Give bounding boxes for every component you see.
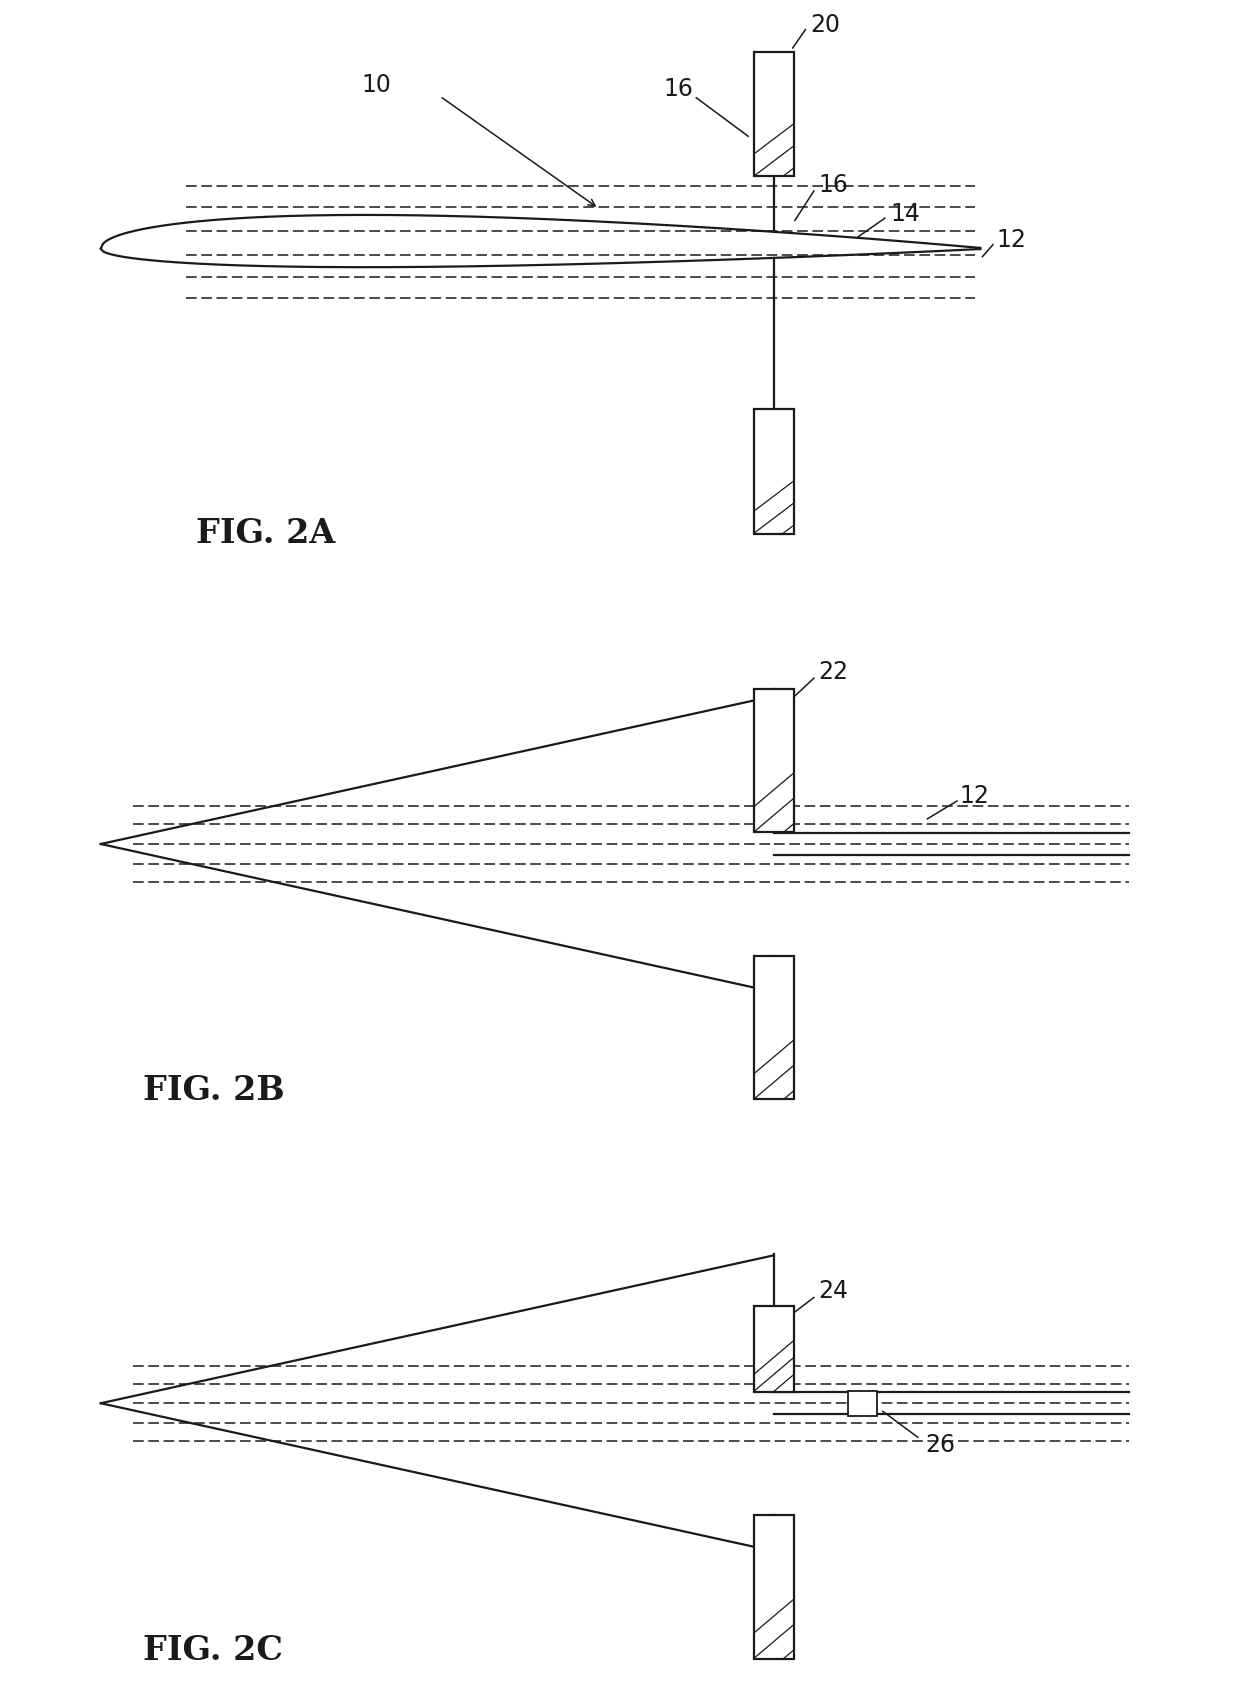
Text: 26: 26 bbox=[925, 1432, 955, 1456]
Bar bbox=[754, 410, 794, 534]
Polygon shape bbox=[100, 216, 981, 269]
Text: FIG. 2C: FIG. 2C bbox=[143, 1633, 283, 1665]
Bar bbox=[754, 1515, 794, 1659]
Bar bbox=[754, 1307, 794, 1392]
Bar bbox=[754, 689, 794, 833]
Bar bbox=[754, 52, 794, 177]
Text: 12: 12 bbox=[959, 784, 990, 807]
Bar bbox=[848, 1390, 878, 1415]
Text: 20: 20 bbox=[811, 14, 841, 37]
Text: FIG. 2B: FIG. 2B bbox=[143, 1074, 285, 1106]
Text: 12: 12 bbox=[996, 228, 1025, 252]
Text: 16: 16 bbox=[818, 174, 848, 198]
Text: 10: 10 bbox=[361, 73, 392, 96]
Text: 14: 14 bbox=[890, 201, 920, 225]
Text: FIG. 2A: FIG. 2A bbox=[196, 517, 335, 549]
Text: 22: 22 bbox=[818, 660, 848, 684]
Text: 24: 24 bbox=[818, 1279, 848, 1302]
Bar bbox=[754, 956, 794, 1100]
Text: 16: 16 bbox=[663, 78, 693, 101]
